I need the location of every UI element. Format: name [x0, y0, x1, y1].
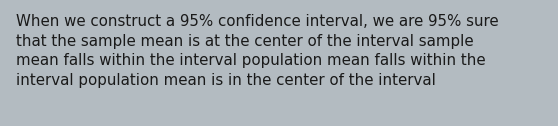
Text: When we construct a 95% confidence interval, we are 95% sure
that the sample mea: When we construct a 95% confidence inter…: [16, 14, 499, 88]
